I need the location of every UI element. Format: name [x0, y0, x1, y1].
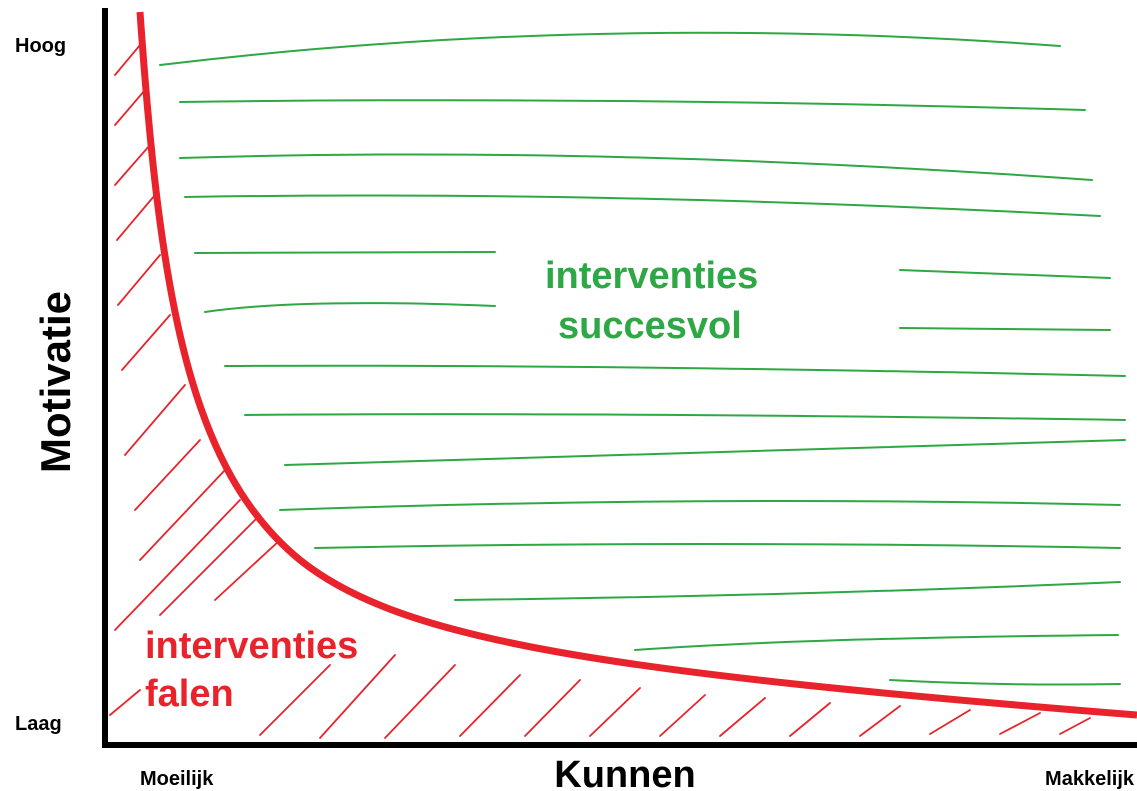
- hatch-line: [259, 664, 331, 736]
- hatch-line: [184, 194, 1101, 217]
- hatch-line: [194, 251, 496, 254]
- hatch-line: [889, 679, 1121, 686]
- boundary-curve: [136, 11, 1137, 719]
- hatch-line: [159, 514, 261, 616]
- hatch-line: [124, 384, 186, 456]
- hatch-line: [999, 712, 1041, 735]
- hatch-line: [244, 413, 1126, 421]
- hatch-line: [109, 689, 141, 716]
- hatch-line: [179, 99, 1086, 111]
- success-hatching: [159, 31, 1126, 686]
- y-low-label: Laag: [15, 713, 62, 735]
- hatch-line: [589, 687, 641, 737]
- hatch-line: [114, 44, 141, 76]
- y-high-label: Hoog: [15, 35, 66, 57]
- hatch-line: [121, 314, 171, 371]
- hatch-line: [214, 539, 281, 601]
- hatch-line: [524, 679, 581, 737]
- hatch-line: [454, 581, 1121, 601]
- success-label: interventies: [545, 255, 758, 297]
- hatch-line: [114, 89, 146, 126]
- fail-hatching: [109, 44, 1091, 739]
- hatch-line: [284, 439, 1126, 466]
- hatch-line: [659, 694, 706, 737]
- hatch-line: [319, 654, 396, 739]
- hatch-line: [114, 144, 151, 186]
- hatch-line: [459, 674, 521, 737]
- hatch-line: [179, 153, 1093, 181]
- hatch-line: [116, 194, 156, 241]
- fail-label: falen: [145, 673, 234, 715]
- hatch-line: [929, 709, 971, 735]
- hatch-line: [859, 705, 901, 737]
- hatch-line: [134, 439, 201, 511]
- y-axis-title: Motivatie: [32, 291, 79, 473]
- hatch-line: [114, 499, 241, 631]
- hatch-line: [314, 543, 1121, 549]
- hatch-line: [634, 634, 1119, 651]
- x-high-label: Makkelijk: [1045, 768, 1135, 790]
- hatch-line: [204, 302, 496, 313]
- hatch-line: [1059, 717, 1091, 735]
- x-low-label: Moeilijk: [140, 768, 214, 790]
- hatch-line: [899, 327, 1111, 331]
- fail-label: interventies: [145, 625, 358, 667]
- hatch-line: [159, 31, 1061, 66]
- x-axis-title: Kunnen: [554, 754, 695, 791]
- hatch-line: [279, 500, 1121, 511]
- hatch-line: [224, 364, 1126, 377]
- hatch-line: [789, 702, 831, 737]
- hatch-line: [139, 469, 226, 561]
- hatch-line: [384, 664, 456, 739]
- success-label: succesvol: [558, 305, 742, 347]
- hatch-line: [719, 697, 766, 737]
- hatch-line: [899, 269, 1111, 279]
- hatch-line: [117, 254, 161, 306]
